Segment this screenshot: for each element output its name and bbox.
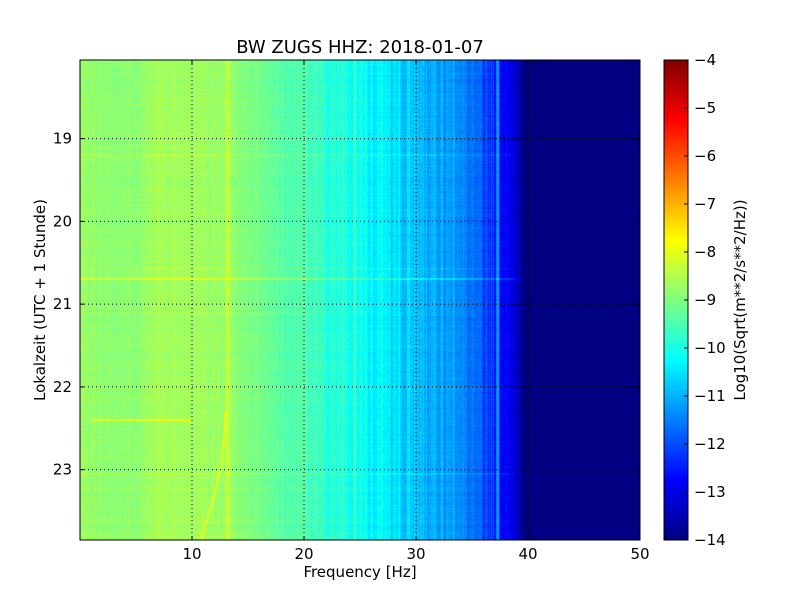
colorbar-tick-label: −5 <box>694 99 716 117</box>
x-tick-label: 30 <box>406 545 425 563</box>
colorbar-tick-label: −13 <box>694 483 726 501</box>
colorbar-tick-label: −4 <box>694 51 716 69</box>
x-tick-label: 20 <box>294 545 313 563</box>
chart-title: BW ZUGS HHZ: 2018-01-07 <box>236 37 484 58</box>
x-axis-ticks: 10 20 30 40 50 <box>182 60 650 563</box>
spectrogram-heatmap <box>80 60 640 540</box>
colorbar-label: Log10(Sqrt(m**2/s**2/Hz)) <box>731 199 749 400</box>
plot-frame <box>79 59 641 541</box>
y-tick-label: 23 <box>53 461 72 479</box>
colorbar-tick-label: −10 <box>694 339 726 357</box>
colorbar-tick-label: −12 <box>694 435 726 453</box>
y-tick-label: 19 <box>53 130 72 148</box>
colorbar-tick-label: −6 <box>694 147 716 165</box>
x-tick-label: 10 <box>182 545 201 563</box>
colorbar-ticks: −14 −13 −12 −11 −10 −9 −8 −7 −6 −5 −4 <box>684 51 726 549</box>
colorbar-tick-label: −11 <box>694 387 726 405</box>
grid-lines <box>80 60 640 540</box>
x-tick-label: 50 <box>630 545 649 563</box>
y-tick-label: 21 <box>53 295 72 313</box>
spectrogram-heatmap-container <box>80 60 640 540</box>
colorbar-tick-label: −9 <box>694 291 716 309</box>
x-axis-label: Frequency [Hz] <box>303 563 416 581</box>
y-axis-label: Lokalzeit (UTC + 1 Stunde) <box>31 199 49 401</box>
y-tick-label: 20 <box>53 212 72 230</box>
colorbar-tick-label: −14 <box>694 531 726 549</box>
colorbar-tick-label: −7 <box>694 195 716 213</box>
colorbar-tick-label: −8 <box>694 243 716 261</box>
y-axis-ticks: 19 20 21 22 23 <box>53 130 640 479</box>
x-tick-label: 40 <box>518 545 537 563</box>
y-tick-label: 22 <box>53 378 72 396</box>
